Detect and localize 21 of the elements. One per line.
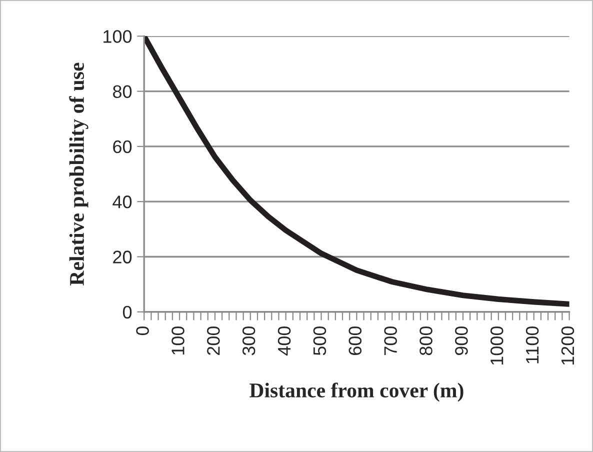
x-tick-label: 1100 xyxy=(526,326,539,364)
y-tick-label: 20 xyxy=(113,250,132,264)
x-tick-label: 300 xyxy=(242,326,256,356)
x-axis-title: Distance from cover (m) xyxy=(250,382,464,402)
x-tick-label: 700 xyxy=(384,326,397,355)
y-tick-label: 40 xyxy=(112,196,132,208)
y-axis-title: Relative probbility of use xyxy=(69,62,88,286)
x-tick-label: 1000 xyxy=(490,326,504,365)
x-tick-label: 900 xyxy=(455,326,468,356)
y-tick-label: 80 xyxy=(112,85,132,98)
x-tick-label: 200 xyxy=(207,326,220,355)
x-tick-label: 0 xyxy=(136,326,149,336)
x-tick-label: 1200 xyxy=(561,326,574,365)
x-tick-label: 100 xyxy=(172,326,184,355)
y-tick-label: 60 xyxy=(113,140,132,154)
x-tick-label: 400 xyxy=(278,326,291,356)
y-tick-label: 100 xyxy=(104,30,132,43)
x-tick-label: 800 xyxy=(420,326,432,356)
x-tick-label: 600 xyxy=(348,326,362,355)
y-tick-label: 0 xyxy=(122,306,132,319)
x-tick-label: 500 xyxy=(313,326,326,356)
